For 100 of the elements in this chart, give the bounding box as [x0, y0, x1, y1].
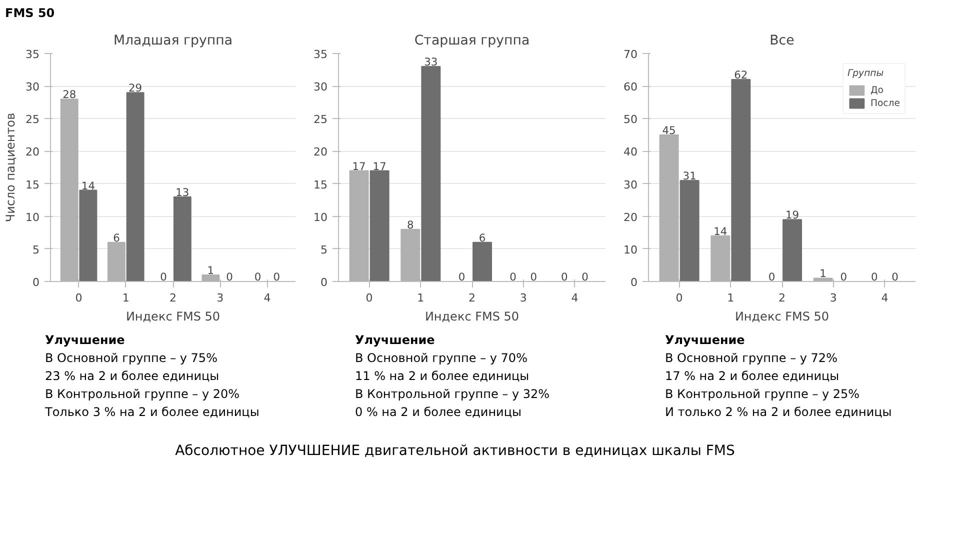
x-tick-label: 1 [417, 292, 424, 304]
data-label: 17 [372, 160, 386, 173]
data-label: 31 [682, 170, 696, 183]
y-axis-title: Число пациентов [4, 112, 18, 222]
y-tick-label: 0 [32, 276, 40, 289]
chart-title: Младшая группа [114, 34, 232, 48]
data-label: 14 [714, 224, 728, 238]
text: В Основной группе – у 75% [45, 350, 218, 367]
data-label: 14 [81, 179, 96, 192]
y-tick-label: 10 [624, 243, 638, 256]
x-tick-label: 3 [520, 292, 527, 304]
data-label: 1 [207, 264, 214, 277]
legend-title: Группы [847, 68, 885, 79]
y-tick-label: 70 [624, 48, 638, 61]
y-tick-label: 15 [26, 178, 40, 192]
text: 23 % на 2 и более единицы [45, 368, 220, 385]
legend-label: До [870, 84, 884, 96]
x-tick-label: 2 [170, 292, 176, 304]
data-label: 29 [128, 82, 142, 95]
text: FMS 50 [5, 5, 55, 22]
chart-title: Старшая группа [414, 34, 530, 48]
text: Только 3 % на 2 и более единицы [45, 404, 260, 421]
text: Улучшение [45, 332, 126, 349]
x-tick-label: 0 [676, 292, 683, 304]
data-label: 28 [62, 88, 76, 102]
chart-title: Все [770, 34, 794, 48]
bar [472, 242, 492, 282]
data-label: 0 [582, 270, 589, 284]
text: В Контрольной группе – у 32% [355, 386, 550, 403]
y-tick-label: 50 [624, 113, 638, 126]
x-axis-title: Индекс FMS 50 [734, 310, 830, 324]
bar [782, 219, 802, 282]
x-tick-label: 4 [264, 292, 271, 304]
x-axis-title: Индекс FMS 50 [126, 310, 220, 324]
text: Улучшение [665, 332, 746, 349]
bar [370, 170, 390, 282]
data-label: 6 [478, 231, 486, 244]
text: В Основной группе – у 70% [355, 350, 528, 367]
y-tick-label: 0 [630, 276, 638, 289]
data-label: 0 [768, 270, 776, 284]
data-label: 0 [160, 270, 168, 284]
data-label: 0 [254, 270, 262, 284]
y-tick-label: 30 [26, 80, 40, 94]
data-label: 45 [662, 124, 676, 137]
y-tick-label: 20 [26, 146, 40, 159]
y-tick-label: 5 [32, 243, 40, 256]
x-tick-label: 4 [571, 292, 578, 304]
data-label: 1 [820, 267, 826, 280]
x-tick-label: 0 [75, 292, 82, 304]
data-label: 19 [785, 208, 800, 222]
y-tick-label: 10 [26, 210, 40, 224]
data-label: 0 [226, 270, 234, 284]
y-tick-label: 20 [314, 146, 328, 159]
bar [731, 79, 751, 282]
y-tick-label: 60 [624, 80, 638, 94]
text: В Контрольной группе – у 25% [665, 386, 861, 403]
text: И только 2 % на 2 и более единицы [665, 404, 892, 421]
y-tick-label: 35 [26, 48, 40, 61]
y-tick-label: 25 [26, 113, 40, 126]
data-label: 0 [273, 270, 280, 284]
data-label: 0 [840, 270, 848, 284]
data-label: 0 [561, 270, 568, 284]
text: 17 % на 2 и более единицы [665, 368, 840, 385]
x-tick-label: 4 [881, 292, 888, 304]
bar [126, 92, 144, 282]
data-label: 0 [871, 270, 878, 284]
y-tick-label: 5 [320, 243, 328, 256]
data-label: 8 [406, 218, 414, 232]
y-tick-label: 30 [314, 80, 328, 94]
x-tick-label: 0 [366, 292, 373, 304]
data-label: 17 [352, 160, 366, 173]
y-tick-label: 25 [314, 113, 328, 126]
data-label: 0 [458, 270, 466, 284]
data-label: 0 [510, 270, 517, 284]
text: 0 % на 2 и более единицы [355, 404, 522, 421]
x-tick-label: 1 [122, 292, 130, 304]
y-tick-label: 20 [624, 210, 638, 224]
y-tick-label: 40 [624, 146, 638, 159]
text: Улучшение [355, 332, 436, 349]
y-tick-label: 15 [314, 178, 328, 192]
y-tick-label: 0 [320, 276, 328, 289]
x-tick-label: 2 [778, 292, 786, 304]
text: 11 % на 2 и более единицы [355, 368, 530, 385]
y-tick-label: 30 [624, 178, 638, 192]
data-label: 6 [113, 231, 120, 244]
data-label: 0 [892, 270, 899, 284]
y-tick-label: 10 [314, 210, 328, 224]
x-tick-label: 3 [830, 292, 837, 304]
data-label: 33 [424, 56, 438, 69]
data-label: 0 [530, 270, 538, 284]
data-label: 13 [176, 186, 190, 199]
data-label: 62 [734, 68, 748, 82]
x-tick-label: 3 [216, 292, 224, 304]
text: Абсолютное УЛУЧШЕНИЕ двигательной активности в единицах шкалы FMS [174, 442, 736, 461]
legend-label: После [870, 98, 900, 108]
bar [421, 66, 441, 282]
x-axis-title: Индекс FMS 50 [424, 310, 520, 324]
y-tick-label: 35 [314, 48, 328, 61]
text: В Контрольной группе – у 20% [45, 386, 241, 403]
bar [680, 180, 700, 282]
